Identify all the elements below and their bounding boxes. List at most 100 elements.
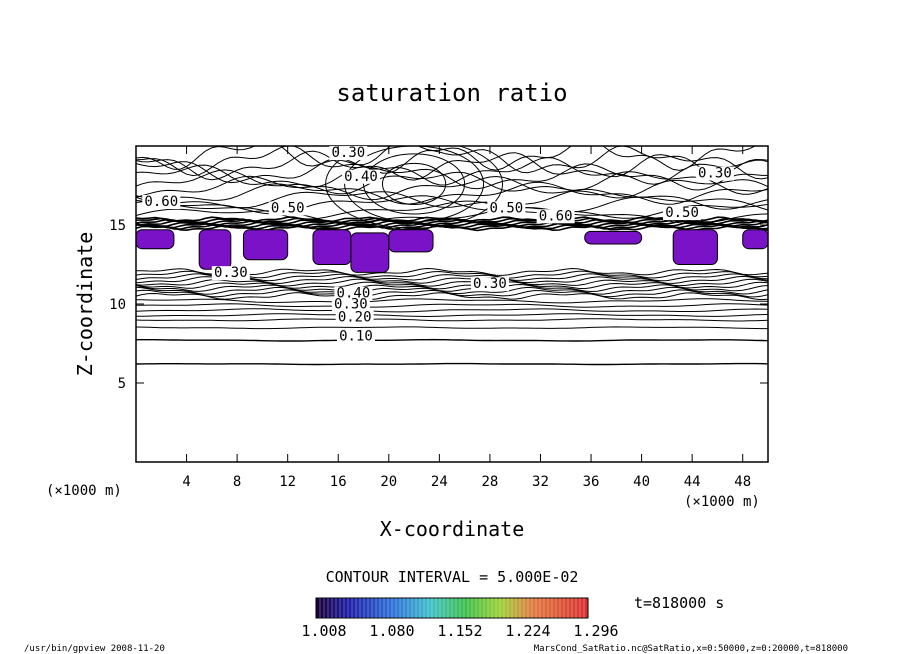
contour-label-bg bbox=[329, 146, 368, 161]
contour-label-bg bbox=[536, 209, 575, 224]
contour-line bbox=[136, 338, 768, 342]
contour-label-bg bbox=[268, 201, 307, 216]
contour-label: 0.50 bbox=[271, 200, 305, 216]
supersaturated-fill bbox=[136, 229, 768, 273]
contour-label: 0.60 bbox=[144, 194, 178, 210]
contour-label: 0.40 bbox=[337, 286, 371, 302]
contour-label: 0.50 bbox=[489, 200, 523, 216]
y-tick-label: 10 bbox=[109, 297, 126, 313]
contour-line bbox=[136, 169, 768, 195]
contour-label-bg bbox=[334, 286, 373, 301]
contour-label-bg bbox=[663, 206, 702, 221]
colorbar-tick-label: 1.224 bbox=[505, 622, 550, 640]
contour-label-bg bbox=[487, 201, 526, 216]
x-axis-label: X-coordinate bbox=[380, 517, 525, 541]
contour-line bbox=[136, 181, 768, 205]
contour-label-bg bbox=[470, 277, 509, 292]
contour-label: 0.30 bbox=[214, 265, 248, 281]
contour-line bbox=[344, 146, 485, 223]
contour-line bbox=[136, 222, 768, 229]
contour-lines bbox=[136, 146, 768, 366]
x-tick-label: 16 bbox=[330, 474, 347, 490]
contour-line bbox=[136, 206, 768, 225]
supersaturation-region bbox=[742, 229, 768, 250]
contour-line bbox=[381, 162, 447, 205]
contour-label: 0.30 bbox=[473, 276, 507, 292]
colorbar-tick-labels: 1.008 1.080 1.152 1.224 1.296 bbox=[301, 622, 618, 640]
contour-label: 0.30 bbox=[698, 166, 732, 182]
footer-right: MarsCond_SatRatio.nc@SatRatio,x=0:50000,… bbox=[534, 644, 848, 654]
contour-line bbox=[136, 156, 768, 186]
contour-line bbox=[136, 188, 768, 210]
footer-left: /usr/bin/gpview 2008-11-20 bbox=[24, 644, 165, 654]
x-tick-label: 24 bbox=[431, 474, 448, 490]
contour-label: 0.30 bbox=[331, 145, 365, 161]
contour-line bbox=[136, 283, 768, 293]
colorbar-tick-label: 1.008 bbox=[301, 622, 346, 640]
x-tick-label: 28 bbox=[481, 474, 498, 490]
contour-line bbox=[136, 303, 768, 308]
contour-line bbox=[136, 163, 768, 191]
contour-label-bg bbox=[211, 266, 250, 281]
contour-line bbox=[136, 221, 768, 228]
contour-label: 0.60 bbox=[539, 208, 573, 224]
colorbar-stripes bbox=[319, 598, 585, 618]
contour-label-bg bbox=[695, 166, 734, 181]
x-tick-label: 8 bbox=[233, 474, 241, 490]
x-tick-label: 20 bbox=[380, 474, 397, 490]
contour-label: 0.50 bbox=[665, 205, 699, 221]
x-tick-label: 48 bbox=[734, 474, 751, 490]
contour-line bbox=[136, 362, 768, 366]
supersaturation-region bbox=[584, 230, 643, 245]
x-tick-label: 36 bbox=[583, 474, 600, 490]
contour-label-bg bbox=[335, 310, 374, 325]
x-tick-label: 4 bbox=[182, 474, 190, 490]
colorbar-tick-label: 1.296 bbox=[573, 622, 618, 640]
contour-line bbox=[136, 195, 768, 215]
contour-line bbox=[136, 289, 768, 298]
contour-label-bg bbox=[341, 169, 380, 184]
contour-line bbox=[136, 318, 768, 322]
colorbar bbox=[315, 597, 589, 619]
supersaturation-region bbox=[388, 229, 434, 253]
contour-line bbox=[325, 146, 504, 229]
supersaturation-region bbox=[242, 229, 289, 261]
colorbar-tick-label: 1.080 bbox=[369, 622, 414, 640]
y-tick-label: 15 bbox=[109, 218, 126, 234]
contour-line bbox=[136, 298, 768, 304]
supersaturation-region bbox=[198, 229, 232, 270]
contour-line bbox=[136, 308, 768, 313]
x-unit-right: (×1000 m) bbox=[684, 494, 760, 510]
y-tick-label: 5 bbox=[118, 376, 126, 392]
supersaturation-region bbox=[136, 229, 175, 250]
x-tick-label: 32 bbox=[532, 474, 549, 490]
y-axis-label: Z-coordinate bbox=[73, 232, 97, 377]
contour-line bbox=[363, 153, 466, 215]
x-axis-ticks: 4 8 12 16 20 24 28 32 36 40 44 48 bbox=[182, 146, 751, 490]
contour-interval: CONTOUR INTERVAL = 5.000E-02 bbox=[326, 568, 579, 586]
contour-line bbox=[136, 146, 768, 177]
contour-label: 0.30 bbox=[334, 297, 368, 313]
contour-line bbox=[136, 150, 768, 181]
x-tick-label: 44 bbox=[684, 474, 701, 490]
x-tick-label: 40 bbox=[633, 474, 650, 490]
plot-area bbox=[136, 146, 768, 366]
contour-labels: 0.300.40 0.300.60 0.50 0.50 0.60 0.500.300.30… bbox=[142, 145, 734, 344]
supersaturation-region bbox=[350, 232, 390, 273]
supersaturation-region bbox=[672, 229, 718, 266]
time-label: t=818000 s bbox=[634, 594, 724, 612]
supersaturation-region bbox=[312, 229, 352, 266]
contour-label-bg bbox=[331, 297, 370, 312]
contour-label-bg bbox=[142, 195, 181, 210]
contour-line bbox=[136, 286, 768, 295]
contour-label: 0.20 bbox=[338, 309, 372, 325]
contour-line bbox=[136, 313, 768, 318]
y-axis-ticks: 5 10 15 bbox=[109, 218, 768, 392]
chart-title: saturation ratio bbox=[336, 79, 567, 107]
colorbar-tick-label: 1.152 bbox=[437, 622, 482, 640]
x-tick-label: 12 bbox=[279, 474, 296, 490]
x-unit-left: (×1000 m) bbox=[46, 483, 122, 499]
contour-label: 0.10 bbox=[339, 328, 373, 344]
contour-line bbox=[136, 146, 757, 171]
